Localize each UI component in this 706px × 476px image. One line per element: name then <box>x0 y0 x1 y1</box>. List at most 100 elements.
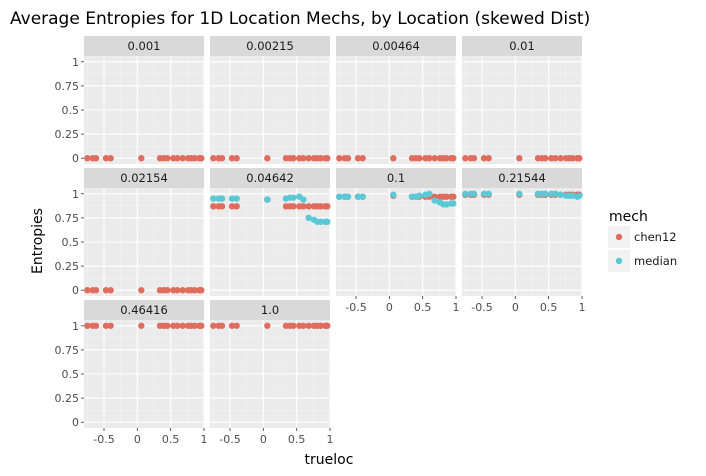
data-point-median <box>557 191 564 198</box>
data-point-median <box>228 195 236 202</box>
data-point-chen12 <box>228 155 236 162</box>
x-tick-label: 0 <box>512 301 519 314</box>
data-point-chen12 <box>431 155 438 162</box>
data-point-chen12 <box>218 203 226 210</box>
data-point-median <box>470 190 478 197</box>
x-tick-label: 1 <box>579 301 586 314</box>
data-point-chen12 <box>218 155 226 162</box>
data-point-chen12 <box>164 155 171 162</box>
data-point-chen12 <box>569 155 576 162</box>
data-point-chen12 <box>164 287 171 294</box>
data-point-chen12 <box>179 287 186 294</box>
data-point-chen12 <box>218 322 226 329</box>
facet-strip <box>210 36 330 56</box>
facet-panel: 0.21544 <box>462 168 583 296</box>
facet-panels: 0.001 0.00215 0.00464 0.01 0.02154 0.04642 0.1… <box>84 36 583 428</box>
facet-strip-label: 0.04642 <box>246 171 294 185</box>
data-point-chen12 <box>390 155 397 162</box>
data-point-chen12 <box>485 155 492 162</box>
x-tick-label: -0.5 <box>345 301 366 314</box>
data-point-chen12 <box>233 322 240 329</box>
data-point-median <box>426 190 433 197</box>
data-point-chen12 <box>344 155 352 162</box>
data-point-chen12 <box>102 155 110 162</box>
facet-strip-label: 0.21544 <box>498 171 546 185</box>
data-point-chen12 <box>233 203 240 210</box>
data-point-chen12 <box>198 155 205 162</box>
y-tick-label: 1 <box>72 56 79 69</box>
facet-strip <box>210 300 330 320</box>
facet-strip-label: 0.46416 <box>120 303 168 317</box>
data-point-chen12 <box>191 287 198 294</box>
x-tick-label: 0.5 <box>162 433 180 446</box>
data-point-median <box>324 218 331 225</box>
x-tick-label: -0.5 <box>471 301 492 314</box>
facet-panel: 0.1 <box>336 168 457 296</box>
y-tick-label: 0.5 <box>62 368 80 381</box>
data-point-median <box>210 195 217 202</box>
data-point-median <box>576 192 583 199</box>
data-point-chen12 <box>324 322 331 329</box>
data-point-chen12 <box>228 322 236 329</box>
data-point-chen12 <box>462 155 469 162</box>
data-point-median <box>305 214 312 222</box>
data-point-median <box>300 196 307 203</box>
data-point-chen12 <box>317 322 324 329</box>
data-point-chen12 <box>336 155 343 162</box>
facet-strip-label: 0.00464 <box>372 39 420 53</box>
y-tick-label: 1 <box>72 188 79 201</box>
y-tick-label: 0.25 <box>55 392 80 405</box>
data-point-chen12 <box>317 203 324 210</box>
data-point-chen12 <box>92 287 100 294</box>
data-point-chen12 <box>300 322 307 329</box>
data-point-chen12 <box>516 155 523 162</box>
x-tick-label: 0 <box>386 301 393 314</box>
data-point-median <box>450 200 457 207</box>
data-point-median <box>344 193 352 200</box>
facet-strip-label: 0.02154 <box>120 171 168 185</box>
data-point-median <box>233 195 240 202</box>
data-point-chen12 <box>450 193 457 200</box>
data-point-chen12 <box>305 155 312 162</box>
facet-panel: 1.0 <box>210 300 331 428</box>
x-tick-label: 0.5 <box>288 433 306 446</box>
legend-marker-chen12 <box>615 233 623 241</box>
y-tick-label: 0.25 <box>55 128 80 141</box>
data-point-median <box>290 194 297 201</box>
x-tick-label: 1 <box>327 433 334 446</box>
y-tick-label: 0.5 <box>62 236 80 249</box>
x-tick-label: 0.5 <box>540 301 558 314</box>
data-point-chen12 <box>450 155 457 162</box>
data-point-chen12 <box>443 155 450 162</box>
data-point-chen12 <box>470 155 478 162</box>
x-tick-label: -0.5 <box>93 433 114 446</box>
data-point-chen12 <box>191 322 198 329</box>
data-point-chen12 <box>107 155 114 162</box>
y-tick-label: 0 <box>72 284 79 297</box>
data-point-chen12 <box>300 155 307 162</box>
data-point-chen12 <box>84 287 91 294</box>
data-point-median <box>552 190 559 197</box>
legend-label: median <box>634 254 677 268</box>
x-tick-label: 0 <box>134 433 141 446</box>
legend-label: chen12 <box>634 230 677 244</box>
data-point-median <box>354 193 362 200</box>
data-point-chen12 <box>290 155 297 162</box>
data-point-chen12 <box>179 155 186 162</box>
facet-panel: 0.02154 <box>84 168 205 296</box>
legend-title: mech <box>609 209 648 225</box>
data-point-chen12 <box>92 155 100 162</box>
y-tick-label: 0 <box>72 416 79 429</box>
facet-panel: 0.46416 <box>84 300 205 428</box>
y-tick-label: 0.75 <box>55 80 80 93</box>
data-point-median <box>317 218 324 225</box>
data-point-chen12 <box>138 155 145 162</box>
data-point-median <box>264 196 271 203</box>
facet-strip <box>210 168 330 188</box>
facet-strip <box>462 168 582 188</box>
y-tick-label: 0.75 <box>55 212 80 225</box>
x-tick-label: -0.5 <box>219 433 240 446</box>
chart-title: Average Entropies for 1D Location Mechs,… <box>10 9 590 29</box>
data-point-chen12 <box>317 155 324 162</box>
data-point-median <box>431 197 438 204</box>
